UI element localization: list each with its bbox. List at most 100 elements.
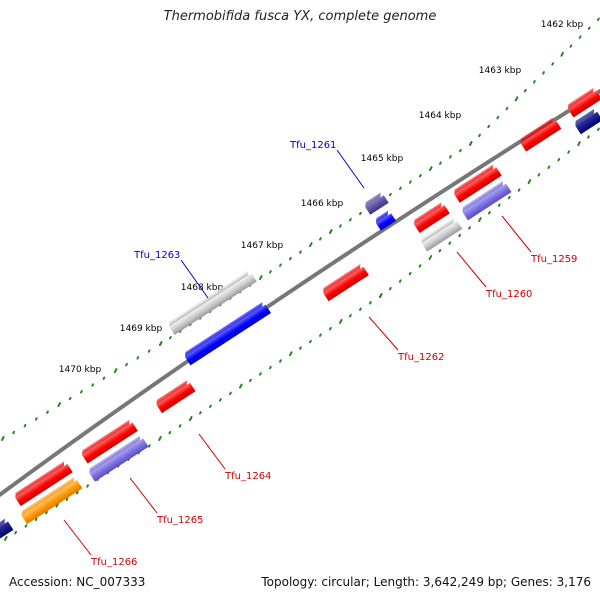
ruler-tick xyxy=(309,339,312,344)
genome-title: Thermobifida fusca YX, complete genome xyxy=(163,9,437,24)
ruler-label: 1465 kbp xyxy=(361,154,404,164)
ruler-tick xyxy=(178,424,182,428)
ruler-tick xyxy=(309,242,313,248)
gene-feature-edge-navy[interactable] xyxy=(0,518,14,539)
gene-feature-tfu-1265-red[interactable] xyxy=(80,419,138,464)
ruler-tick xyxy=(279,263,282,267)
gene-feature-tfu-1263-gray[interactable] xyxy=(167,270,257,335)
gene-feature-tfu-1261-slate[interactable] xyxy=(363,192,389,215)
ruler-tick xyxy=(449,155,452,159)
ruler-tick xyxy=(289,351,293,357)
gene-feature-upper-red-2[interactable] xyxy=(566,87,600,118)
gene-label-tfu-1263[interactable]: Tfu_1263 xyxy=(133,250,180,261)
ruler-tick xyxy=(299,346,302,350)
gene-label-tfu-1266[interactable]: Tfu_1266 xyxy=(90,557,137,568)
ruler-tick xyxy=(147,444,151,448)
gene-leader-line xyxy=(456,251,487,288)
gene-feature-tfu-1266-red[interactable] xyxy=(13,461,73,507)
ruler-tick xyxy=(199,411,202,415)
ruler-tick xyxy=(125,362,128,367)
ruler-tick xyxy=(86,484,90,488)
ruler-tick xyxy=(12,430,16,435)
ruler-tick xyxy=(4,536,8,541)
gene-feature-tfu-1264[interactable] xyxy=(154,380,196,414)
ruler-labels: 1462 kbp 1463 kbp 1464 kbp 1465 kbp 1466 kbp… xyxy=(59,20,584,375)
ruler-tick xyxy=(34,417,38,421)
ruler-tick xyxy=(448,241,452,245)
gene-label-tfu-1260[interactable]: Tfu_1260 xyxy=(485,289,532,300)
ruler-tick xyxy=(399,186,402,190)
ruler-tick xyxy=(80,390,83,394)
gene-feature-upper-red[interactable] xyxy=(518,117,562,152)
gene-feature-tfu-1259[interactable] xyxy=(460,180,512,221)
ruler-tick xyxy=(429,166,433,172)
ruler-tick xyxy=(418,264,422,268)
ruler-tick xyxy=(91,383,95,387)
gene-feature-upper-navy[interactable] xyxy=(573,108,600,135)
ruler-tick xyxy=(527,179,532,185)
ruler-tick xyxy=(239,383,243,389)
ruler-tick xyxy=(458,233,462,238)
ruler-tick xyxy=(551,62,555,66)
ruler-tick xyxy=(379,293,383,298)
gene-feature-tfu-1262[interactable] xyxy=(321,263,369,302)
ruler-tick xyxy=(289,256,292,261)
ruler-tick xyxy=(507,195,511,200)
gene-feature-tfu-1260[interactable] xyxy=(419,217,463,252)
ruler-tick xyxy=(389,192,392,197)
ruler-tick xyxy=(438,249,442,253)
ruler-tick xyxy=(505,106,509,111)
ruler-tick xyxy=(75,490,79,495)
ruler-tick xyxy=(517,188,521,192)
ruler-tick xyxy=(168,430,172,435)
ruler-tick xyxy=(497,203,501,207)
ruler-tick xyxy=(388,287,392,291)
ruler-tick xyxy=(136,356,140,360)
ruler-tick xyxy=(419,174,422,178)
gene-feature-tfu-1259-red[interactable] xyxy=(452,164,502,203)
gene-leader-line xyxy=(63,519,92,556)
ruler-tick xyxy=(147,349,151,353)
ruler-tick xyxy=(339,318,343,324)
ruler-tick xyxy=(409,180,412,184)
ruler-tick xyxy=(567,150,571,154)
ruler-tick xyxy=(113,368,118,374)
gene-label-tfu-1261[interactable]: Tfu_1261 xyxy=(289,140,336,151)
ruler-tick xyxy=(45,510,48,515)
ruler-tick xyxy=(547,165,551,169)
ruler-tick xyxy=(319,333,322,337)
ruler-tick xyxy=(597,127,600,131)
ruler-tick xyxy=(23,424,27,428)
ruler-tick xyxy=(459,148,462,153)
ruler-tick xyxy=(219,398,222,402)
gene-feature-tfu-1265[interactable] xyxy=(87,435,149,482)
ruler-tick xyxy=(487,124,491,129)
gene-labels[interactable]: Tfu_1259 Tfu_1260 Tfu_1261 Tfu_1262 Tfu_1263… xyxy=(90,140,577,568)
ruler-tick xyxy=(209,404,212,409)
gene-label-tfu-1264[interactable]: Tfu_1264 xyxy=(224,471,271,482)
gene-label-tfu-1262[interactable]: Tfu_1262 xyxy=(397,352,444,363)
ruler-tick xyxy=(408,271,412,276)
ruler-tick xyxy=(159,341,163,346)
gene-label-tfu-1259[interactable]: Tfu_1259 xyxy=(530,254,577,265)
ruler-tick xyxy=(102,376,106,380)
gene-label-tfu-1265[interactable]: Tfu_1265 xyxy=(156,515,203,526)
ruler-tick xyxy=(514,96,519,102)
gene-features[interactable] xyxy=(0,87,600,539)
ruler-tick xyxy=(158,436,162,441)
ruler-tick xyxy=(259,372,262,376)
gene-feature-tfu-1263[interactable] xyxy=(183,301,271,366)
ruler-ticks xyxy=(1,17,600,541)
gene-feature-tfu-1261[interactable] xyxy=(374,210,396,231)
ruler-tick xyxy=(578,35,582,39)
gene-feature-tfu-1266[interactable] xyxy=(19,476,83,525)
gene-leader-line xyxy=(368,316,399,351)
ruler-label: 1466 kbp xyxy=(301,199,344,209)
gene-feature-tfu-1260-red[interactable] xyxy=(412,202,450,233)
gene-leader-line xyxy=(180,259,209,299)
genome-summary-text: Topology: circular; Length: 3,642,249 bp… xyxy=(261,575,591,589)
ruler-tick xyxy=(349,218,352,222)
ruler-tick xyxy=(488,211,491,215)
ruler-tick xyxy=(439,161,442,165)
